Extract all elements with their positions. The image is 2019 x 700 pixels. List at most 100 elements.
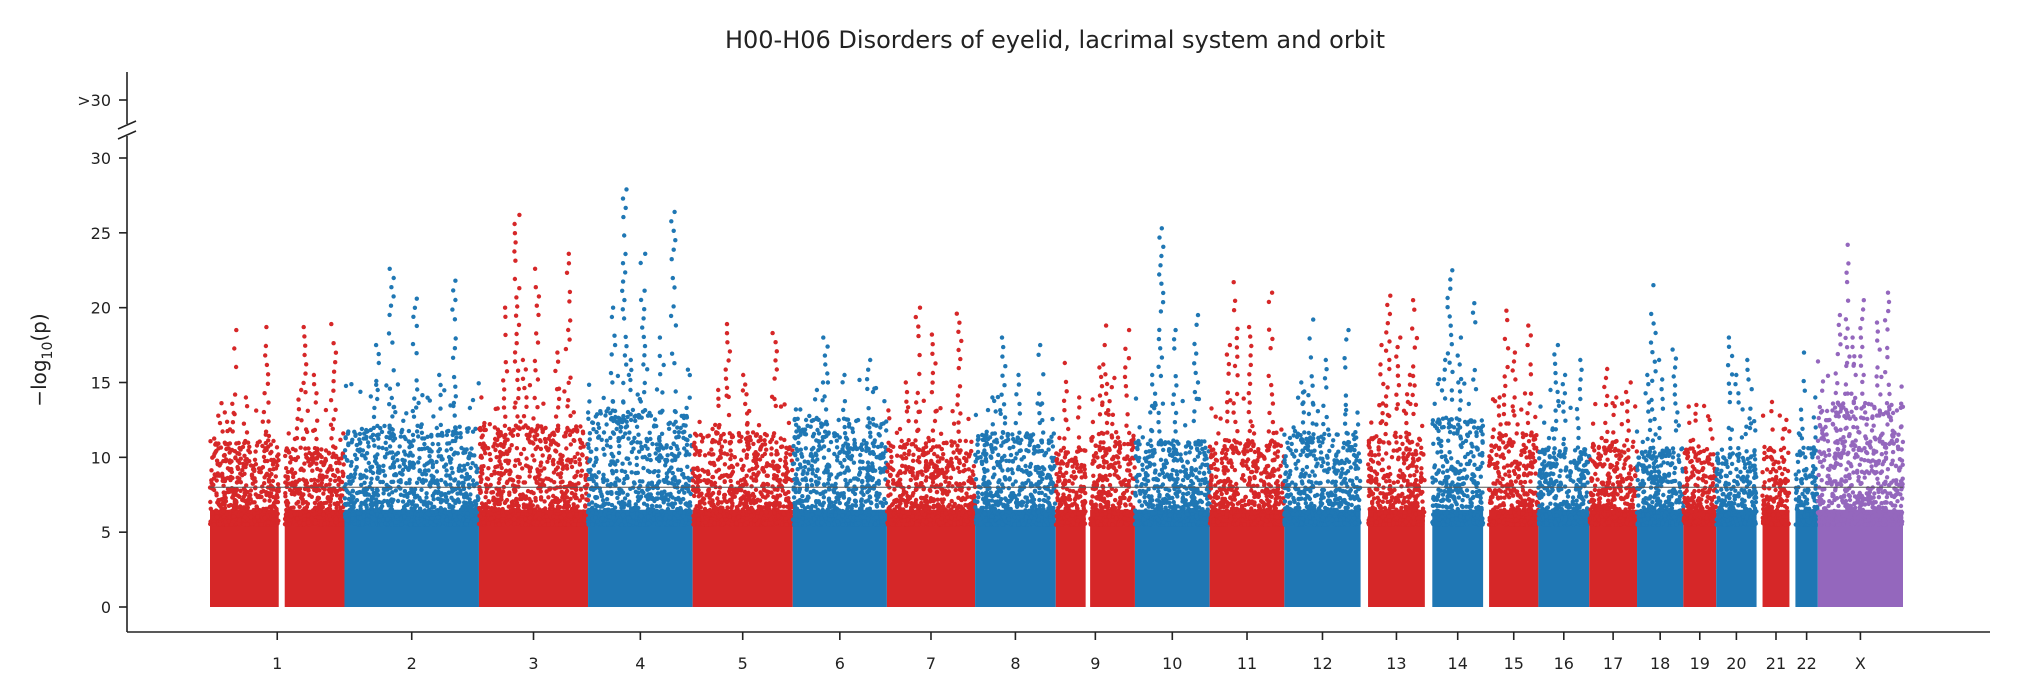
snp-point	[594, 447, 599, 452]
peak-point	[241, 421, 247, 426]
snp-point	[722, 462, 728, 467]
snp-point	[244, 461, 249, 467]
snp-point	[416, 460, 421, 465]
snp-point	[289, 467, 295, 472]
snp-point	[750, 507, 755, 512]
snp-point	[566, 380, 571, 385]
peak-point	[520, 376, 526, 381]
snp-point	[810, 434, 816, 439]
snp-point	[865, 490, 870, 495]
snp-point	[412, 505, 417, 511]
snp-point	[247, 444, 252, 449]
peak-point	[387, 266, 392, 271]
peak-point	[770, 330, 775, 336]
peak-point	[612, 417, 617, 423]
snp-point	[836, 472, 841, 477]
snp-point	[584, 497, 590, 502]
chromosome-1-points	[207, 324, 281, 607]
snp-point	[260, 443, 265, 449]
snp-point	[631, 446, 636, 451]
snp-point	[251, 477, 257, 482]
snp-point	[295, 516, 300, 522]
snp-point	[265, 458, 270, 464]
snp-point	[433, 489, 438, 494]
snp-point	[417, 495, 422, 500]
snp-point	[400, 467, 406, 473]
snp-point	[329, 493, 335, 498]
snp-point	[738, 522, 743, 527]
snp-point	[315, 478, 321, 483]
snp-point	[717, 513, 723, 519]
peak-point	[504, 369, 510, 374]
snp-point	[340, 451, 346, 456]
snp-point	[721, 473, 727, 478]
peak-point	[535, 405, 540, 410]
snp-point	[651, 516, 656, 522]
snp-point	[479, 455, 484, 460]
snp-point	[683, 517, 688, 522]
snp-point	[373, 508, 378, 513]
peak-point	[774, 367, 779, 372]
snp-point	[771, 476, 777, 481]
peak-point	[296, 407, 302, 412]
peak-point	[391, 275, 396, 281]
snp-point	[705, 480, 710, 485]
snp-point	[716, 403, 721, 408]
snp-point	[871, 444, 877, 449]
snp-point	[729, 453, 734, 458]
snp-point	[600, 477, 606, 482]
snp-point	[669, 465, 674, 470]
peak-point	[641, 362, 646, 367]
peak-point	[716, 396, 721, 401]
peak-point	[244, 430, 250, 435]
snp-point	[338, 509, 343, 515]
snp-point	[233, 491, 238, 497]
snp-point	[327, 506, 333, 512]
snp-point	[730, 434, 736, 439]
snp-point	[782, 402, 787, 407]
snp-point	[419, 422, 424, 427]
snp-point	[810, 467, 815, 472]
snp-point	[867, 420, 872, 425]
snp-point	[468, 508, 474, 513]
snp-point	[481, 520, 486, 525]
snp-point	[211, 522, 217, 527]
snp-point	[358, 515, 363, 521]
snp-point	[237, 476, 242, 481]
snp-point	[222, 453, 227, 458]
snp-point	[401, 418, 406, 423]
peak-point	[534, 303, 539, 308]
snp-point	[675, 481, 680, 486]
snp-point	[651, 470, 656, 475]
snp-point	[628, 519, 633, 524]
snp-point	[303, 509, 309, 514]
peak-point	[312, 446, 318, 451]
snp-point	[444, 482, 449, 487]
snp-point	[323, 407, 329, 413]
snp-point	[366, 492, 371, 497]
peak-point	[628, 387, 633, 393]
snp-point	[815, 499, 821, 504]
peak-point	[713, 422, 718, 428]
snp-point	[301, 492, 306, 497]
snp-point	[223, 441, 228, 447]
snp-point	[855, 477, 861, 482]
snp-point	[233, 455, 238, 460]
snp-point	[730, 501, 735, 506]
snp-point	[641, 465, 646, 471]
snp-point	[752, 494, 757, 499]
snp-point	[667, 515, 672, 520]
snp-point	[326, 451, 332, 456]
chromosome-2-points	[342, 266, 481, 607]
peak-point	[387, 423, 392, 428]
snp-point	[217, 522, 223, 527]
snp-point	[591, 487, 596, 492]
snp-point	[245, 505, 250, 510]
snp-point	[691, 466, 696, 471]
snp-point	[356, 490, 361, 495]
snp-point	[803, 476, 808, 481]
snp-point	[619, 468, 625, 473]
snp-point	[244, 483, 249, 488]
snp-point	[419, 479, 424, 484]
snp-point	[553, 495, 558, 501]
